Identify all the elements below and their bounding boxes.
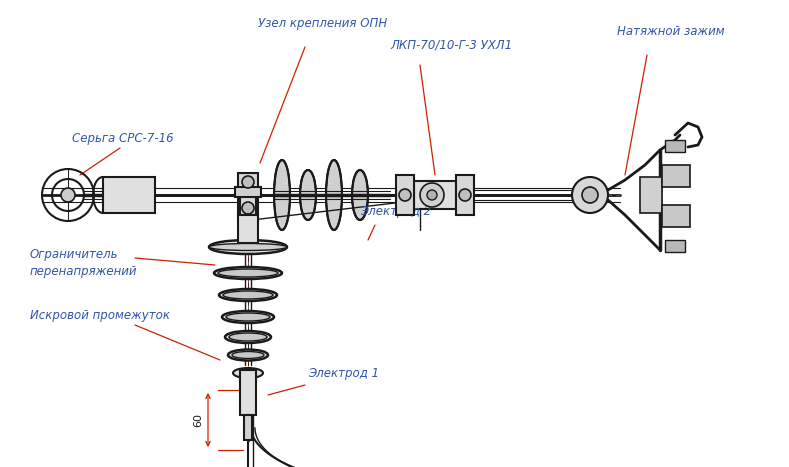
- Text: Электрод 1: Электрод 1: [308, 367, 380, 380]
- Ellipse shape: [229, 333, 267, 341]
- Ellipse shape: [218, 269, 278, 277]
- Bar: [244, 415, 252, 440]
- Circle shape: [242, 176, 254, 188]
- Text: Узел крепления ОПН: Узел крепления ОПН: [258, 17, 387, 30]
- Bar: [235, 187, 261, 197]
- Ellipse shape: [326, 160, 342, 230]
- Ellipse shape: [233, 368, 263, 378]
- Ellipse shape: [226, 313, 270, 321]
- Ellipse shape: [274, 160, 290, 230]
- Bar: [396, 175, 414, 215]
- Bar: [240, 195, 256, 215]
- Circle shape: [427, 190, 437, 200]
- Bar: [238, 173, 258, 217]
- Text: Электрод 2: Электрод 2: [360, 205, 431, 218]
- Ellipse shape: [209, 240, 287, 254]
- Circle shape: [242, 202, 254, 214]
- Bar: [103, 177, 155, 213]
- Ellipse shape: [219, 289, 277, 301]
- Bar: [665, 240, 685, 252]
- Bar: [662, 205, 690, 227]
- Bar: [240, 370, 256, 415]
- Ellipse shape: [222, 311, 274, 323]
- Circle shape: [572, 177, 608, 213]
- Circle shape: [582, 187, 598, 203]
- Text: 60: 60: [193, 413, 203, 427]
- Circle shape: [399, 189, 411, 201]
- Ellipse shape: [352, 170, 368, 220]
- Bar: [456, 175, 474, 215]
- Text: Искровой промежуток: Искровой промежуток: [30, 309, 170, 322]
- Text: ЛКП-70/10-Г-3 УХЛ1: ЛКП-70/10-Г-3 УХЛ1: [390, 39, 512, 52]
- Bar: [665, 140, 685, 152]
- Ellipse shape: [225, 331, 271, 343]
- Ellipse shape: [223, 291, 273, 299]
- Ellipse shape: [232, 352, 264, 359]
- Text: Серьга СРС-7-16: Серьга СРС-7-16: [72, 132, 174, 145]
- Ellipse shape: [300, 170, 316, 220]
- Bar: [414, 181, 456, 209]
- Ellipse shape: [209, 243, 287, 250]
- Ellipse shape: [228, 349, 268, 361]
- Circle shape: [459, 189, 471, 201]
- Bar: [238, 213, 258, 243]
- Text: Ограничитель
перенапряжений: Ограничитель перенапряжений: [30, 248, 137, 278]
- Bar: [662, 165, 690, 187]
- Circle shape: [420, 183, 444, 207]
- Bar: [640, 177, 662, 213]
- Circle shape: [61, 188, 75, 202]
- Ellipse shape: [214, 267, 282, 279]
- Text: Натяжной зажим: Натяжной зажим: [617, 25, 724, 38]
